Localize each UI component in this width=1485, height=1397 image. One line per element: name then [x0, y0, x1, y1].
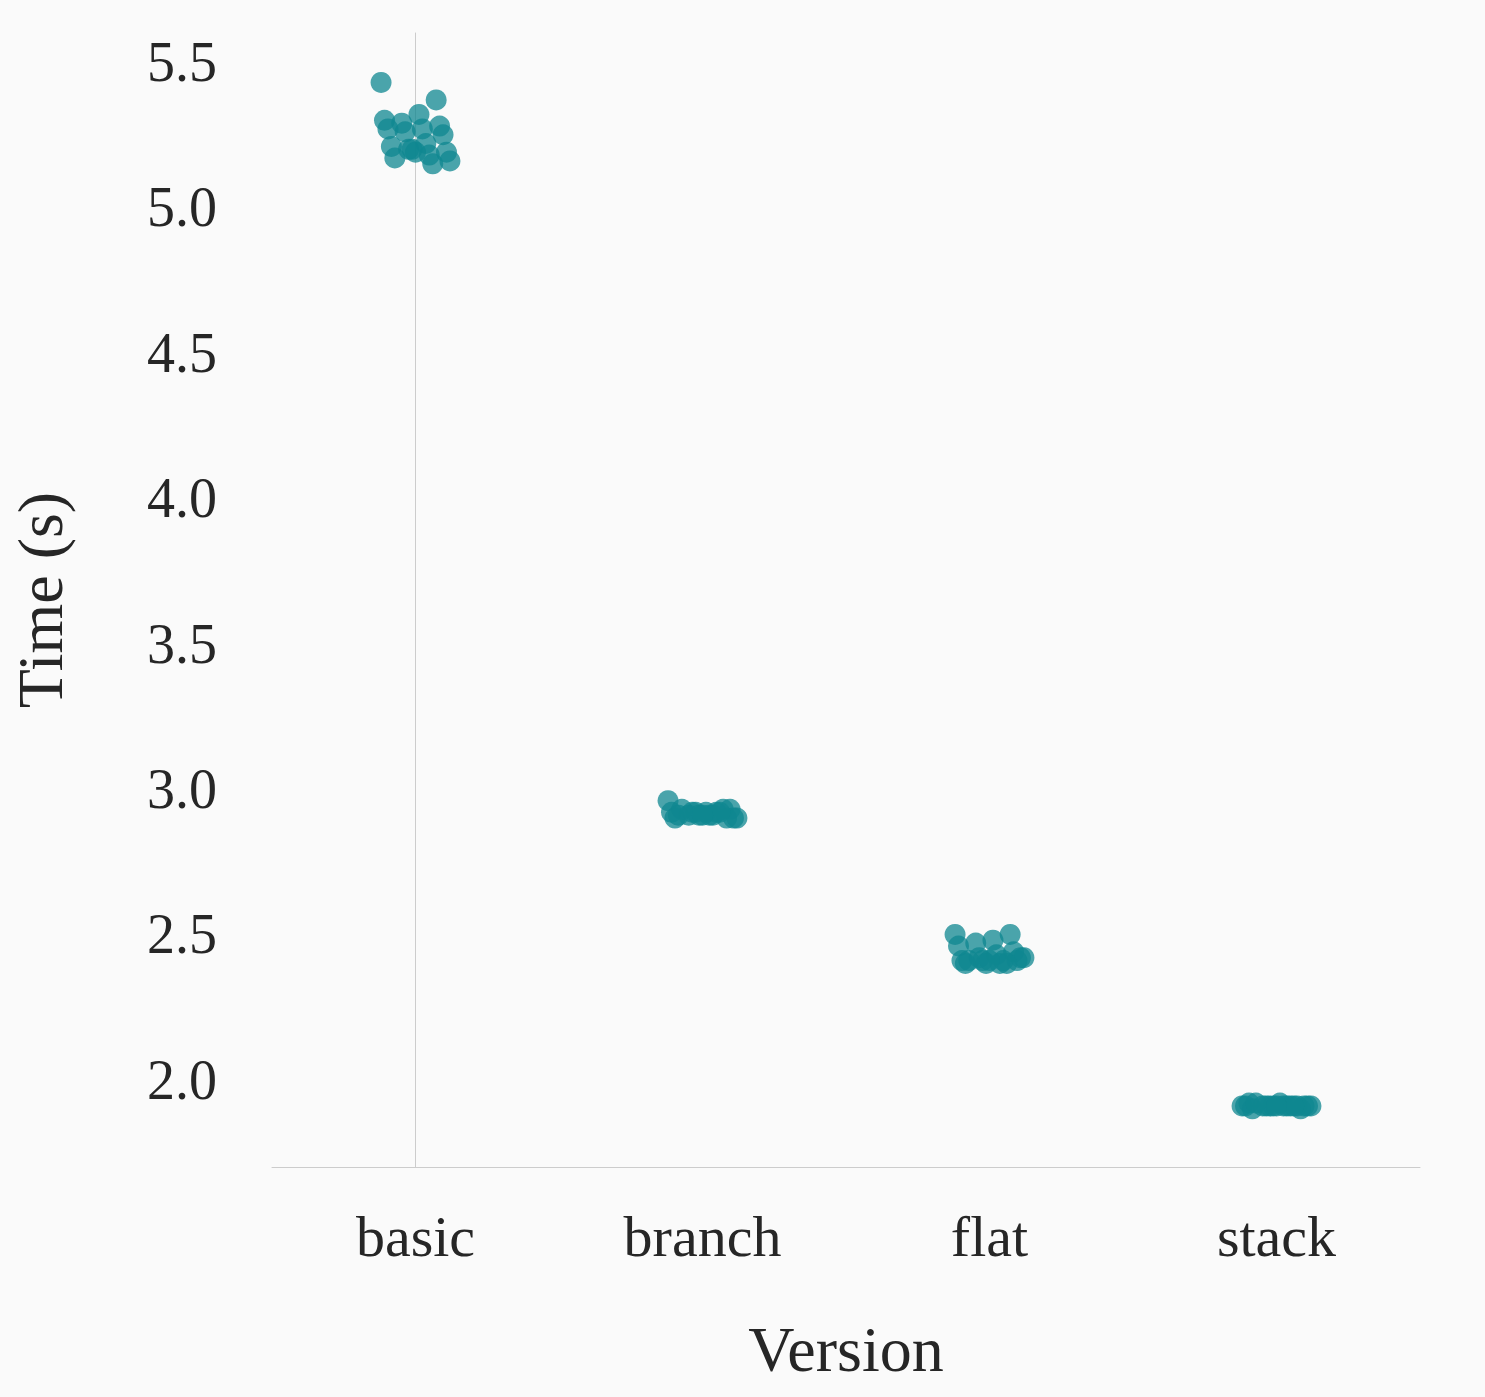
svg-text:5.0: 5.0 [147, 176, 217, 238]
svg-text:4.5: 4.5 [147, 322, 217, 384]
svg-text:3.5: 3.5 [147, 613, 217, 675]
svg-text:3.0: 3.0 [147, 758, 217, 820]
svg-text:Version: Version [748, 1314, 944, 1385]
svg-text:stack: stack [1217, 1204, 1336, 1269]
svg-text:2.5: 2.5 [147, 903, 217, 965]
svg-text:branch: branch [624, 1204, 782, 1269]
svg-text:2.0: 2.0 [147, 1049, 217, 1111]
svg-text:4.0: 4.0 [147, 467, 217, 529]
svg-text:basic: basic [356, 1204, 475, 1269]
svg-text:Time (s): Time (s) [5, 492, 76, 708]
svg-text:flat: flat [951, 1204, 1028, 1269]
svg-text:5.5: 5.5 [147, 31, 217, 93]
